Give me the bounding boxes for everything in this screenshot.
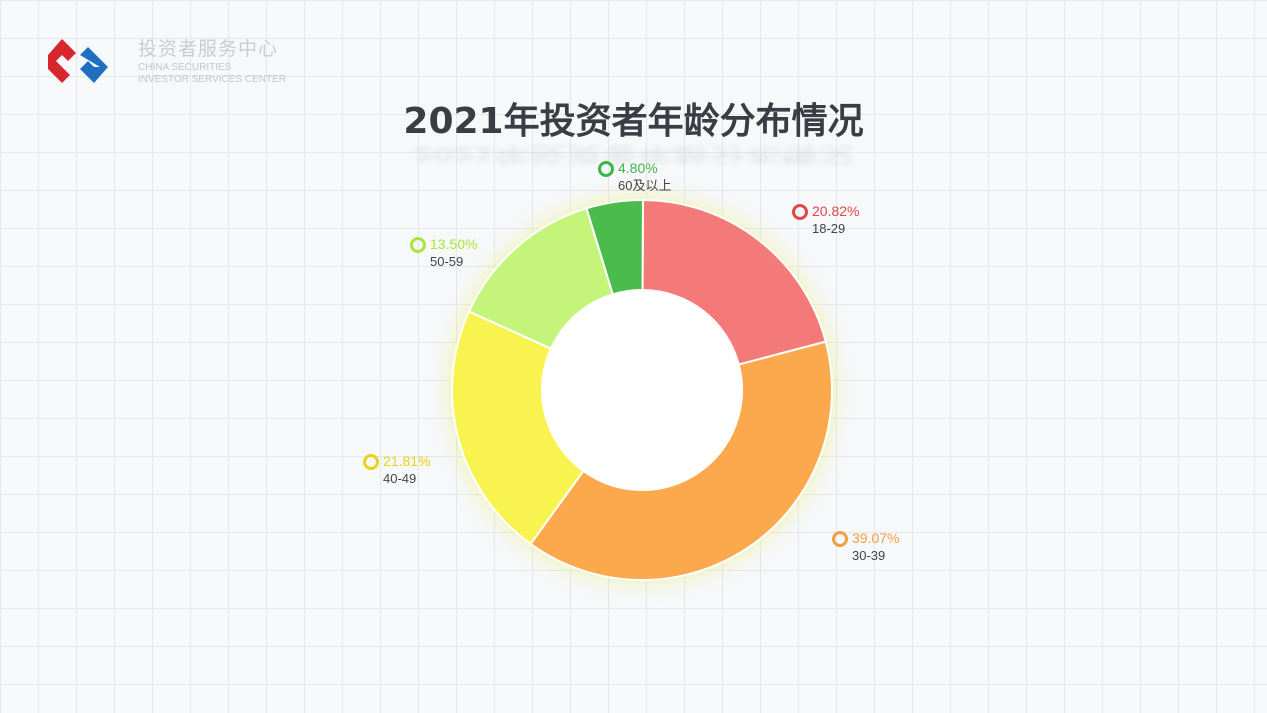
org-name-en-1: CHINA SECURITIES [138, 62, 232, 73]
legend-ring-icon [792, 204, 808, 220]
donut-slice-40-49 [451, 310, 585, 546]
slice-category: 40-49 [383, 471, 417, 486]
slice-label: 4.80% 60及以上 [598, 160, 672, 194]
slice-category: 60及以上 [618, 178, 672, 193]
org-name-en-2: INVESTOR SERVICES CENTER [138, 74, 286, 85]
org-name-cn: 投资者服务中心 [138, 38, 279, 60]
donut-hole [543, 291, 741, 489]
slice-category: 30-39 [852, 548, 886, 563]
slice-label: 13.50% 50-59 [410, 236, 478, 270]
legend-ring-icon [363, 454, 379, 470]
slice-value: 39.07% [852, 530, 900, 546]
slice-value: 21.81% [383, 453, 431, 469]
slice-category: 50-59 [430, 254, 464, 269]
donut-slice-18-29 [641, 198, 827, 366]
org-name-en: CHINA SECURITIES INVESTOR SERVICES CENTER [138, 62, 286, 86]
chart-title: 2021年投资者年龄分布情况 [403, 101, 864, 142]
legend-ring-icon [410, 237, 426, 253]
legend-ring-icon [832, 531, 848, 547]
csisc-logo [48, 39, 108, 83]
slice-label: 20.82% 18-29 [792, 203, 860, 237]
slice-label: 21.81% 40-49 [363, 453, 431, 487]
legend-ring-icon [598, 161, 614, 177]
slice-value: 4.80% [618, 160, 658, 176]
slice-value: 20.82% [812, 203, 860, 219]
slice-category: 18-29 [812, 221, 846, 236]
slice-label: 39.07% 30-39 [832, 530, 900, 564]
donut-slice-30-39 [529, 340, 833, 581]
slice-value: 13.50% [430, 236, 478, 252]
donut-slice-60及以上 [585, 199, 645, 296]
